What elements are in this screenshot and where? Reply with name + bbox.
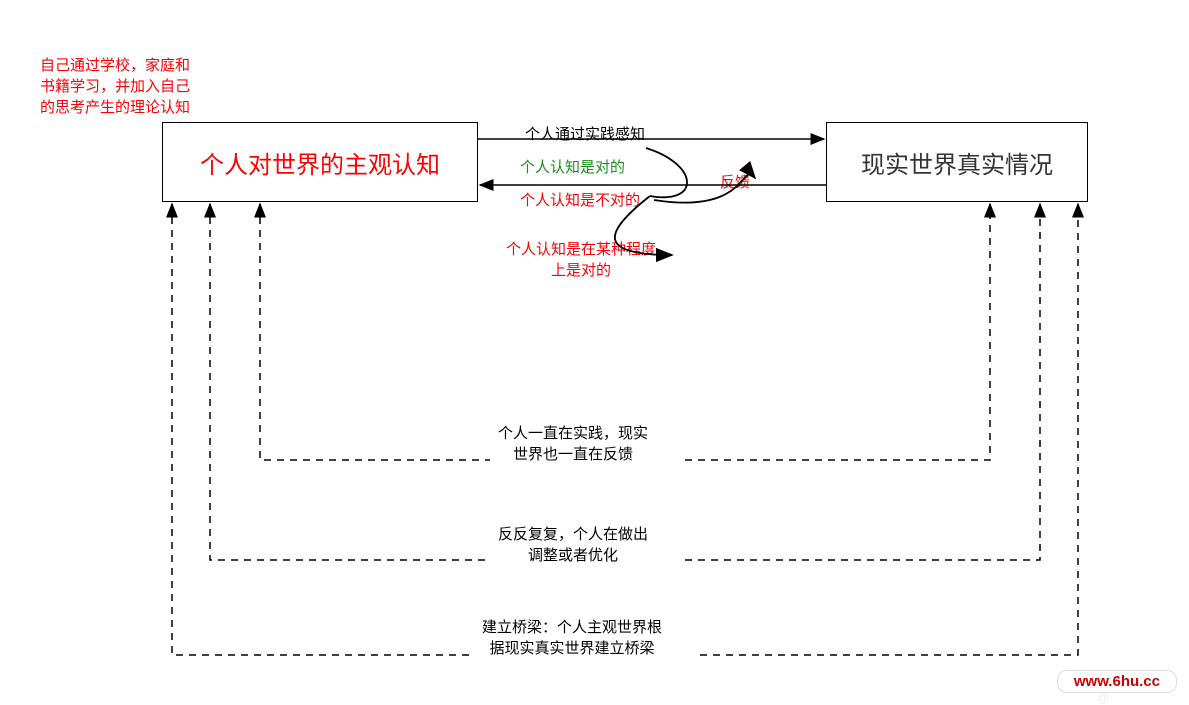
edge-label-red: 个人认知是不对的: [520, 190, 640, 211]
annotation-top-left: 自己通过学校，家庭和 书籍学习，并加入自己 的思考产生的理论认知: [40, 55, 190, 118]
curve-label: 个人认知是在某种程度 上是对的: [506, 239, 656, 281]
curve-1: [646, 148, 687, 197]
dash-label-2: 反反复复，个人在做出 调整或者优化: [498, 524, 648, 566]
dash-label-1: 个人一直在实践，现实 世界也一直在反馈: [498, 423, 648, 465]
edge-label-top: 个人通过实践感知: [525, 124, 645, 145]
node-left-text: 个人对世界的主观认知: [200, 145, 440, 180]
node-right: 现实世界真实情况: [826, 122, 1088, 202]
dash-label-3: 建立桥梁：个人主观世界根 据现实真实世界建立桥梁: [482, 617, 662, 659]
watermark: www.6hu.cc: [1057, 670, 1177, 693]
node-left: 个人对世界的主观认知: [162, 122, 478, 202]
node-right-text: 现实世界真实情况: [861, 145, 1053, 180]
faded-watermark: @: [1097, 691, 1109, 705]
edge-label-green: 个人认知是对的: [520, 157, 625, 178]
feedback-label: 反馈: [720, 172, 750, 193]
